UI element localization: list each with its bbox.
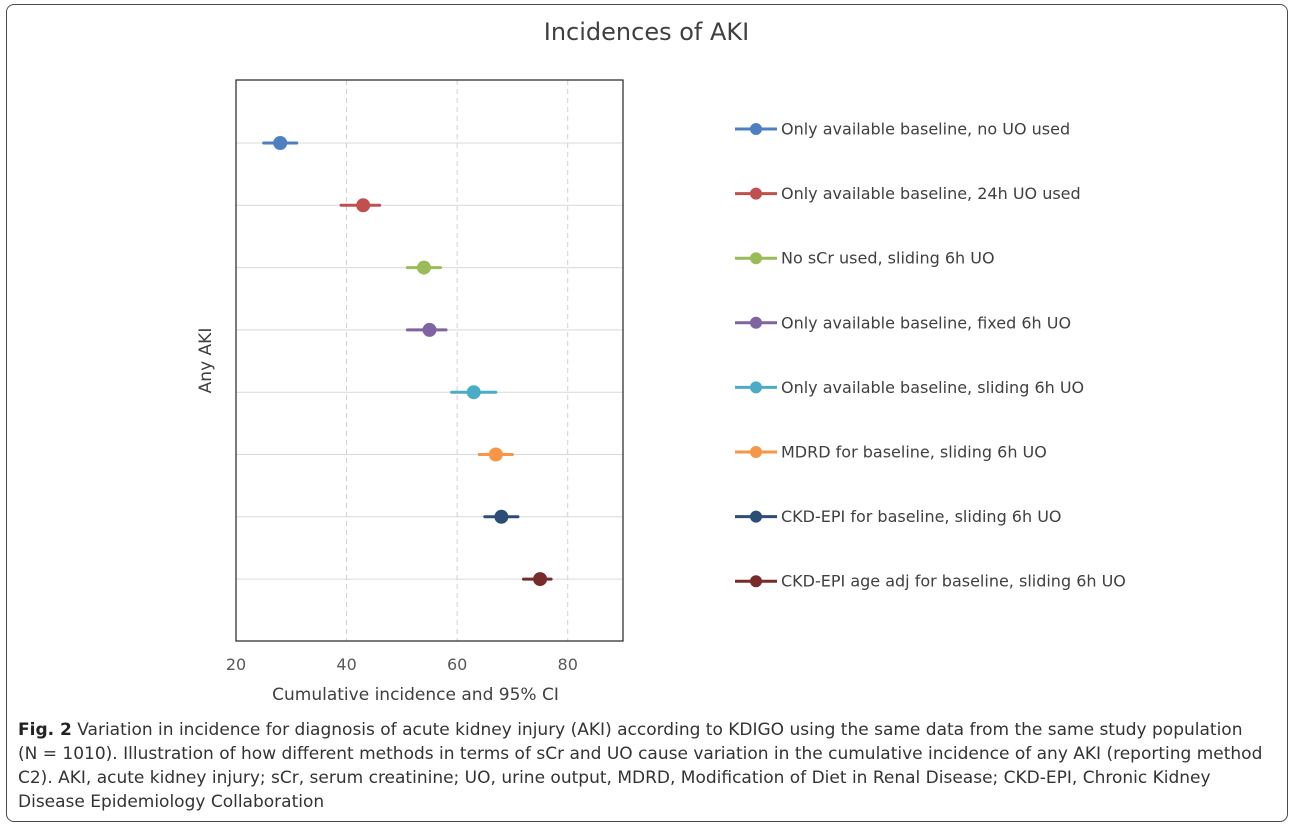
data-point [356, 198, 371, 213]
legend-marker [750, 123, 762, 135]
legend-marker [750, 187, 762, 200]
legend-label: Only available baseline, no UO used [781, 120, 1070, 139]
y-axis-title: Any AKI [196, 328, 216, 394]
legend-label: CKD-EPI for baseline, sliding 6h UO [781, 507, 1062, 526]
caption-figure-label: Fig. 2 [18, 720, 72, 740]
plot-area-border [235, 79, 624, 642]
caption-line-2: (N = 1010). Illustration of how differen… [18, 744, 1263, 764]
legend-marker [750, 252, 762, 265]
legend-label: CKD-EPI age adj for baseline, sliding 6h… [781, 572, 1126, 591]
x-tick-label: 20 [226, 655, 246, 674]
legend-marker [750, 316, 762, 329]
data-point [416, 260, 431, 275]
legend-label: Only available baseline, sliding 6h UO [781, 378, 1084, 397]
x-tick-label: 40 [336, 655, 356, 674]
x-tick-label: 80 [558, 655, 578, 674]
chart-title: Incidences of AKI [543, 18, 750, 46]
data-point [422, 322, 437, 337]
legend-label: No sCr used, sliding 6h UO [781, 249, 995, 268]
figure-frame [6, 4, 1288, 822]
x-axis-title: Cumulative incidence and 95% CI [272, 685, 559, 705]
legend-label: MDRD for baseline, sliding 6h UO [781, 443, 1047, 462]
caption-line-1-text: Variation in incidence for diagnosis of … [77, 720, 1243, 740]
caption-line-4: Disease Epidemiology Collaboration [18, 792, 325, 812]
legend-marker [750, 381, 762, 394]
x-tick-label: 60 [447, 655, 467, 674]
data-point [466, 385, 481, 400]
caption-line-3: C2). AKI, acute kidney injury; sCr, seru… [18, 768, 1211, 788]
legend-marker [750, 446, 762, 458]
legend-label: Only available baseline, 24h UO used [781, 184, 1081, 203]
legend-marker [750, 510, 762, 523]
legend-label: Only available baseline, fixed 6h UO [781, 313, 1071, 332]
data-point [533, 572, 548, 587]
data-point [494, 509, 509, 524]
figure-caption: Fig. 2 Variation in incidence for diagno… [18, 718, 1273, 814]
legend-marker [750, 575, 762, 588]
data-point [488, 447, 503, 462]
data-point [273, 136, 288, 150]
caption-line-1: Fig. 2 Variation in incidence for diagno… [18, 718, 1273, 742]
